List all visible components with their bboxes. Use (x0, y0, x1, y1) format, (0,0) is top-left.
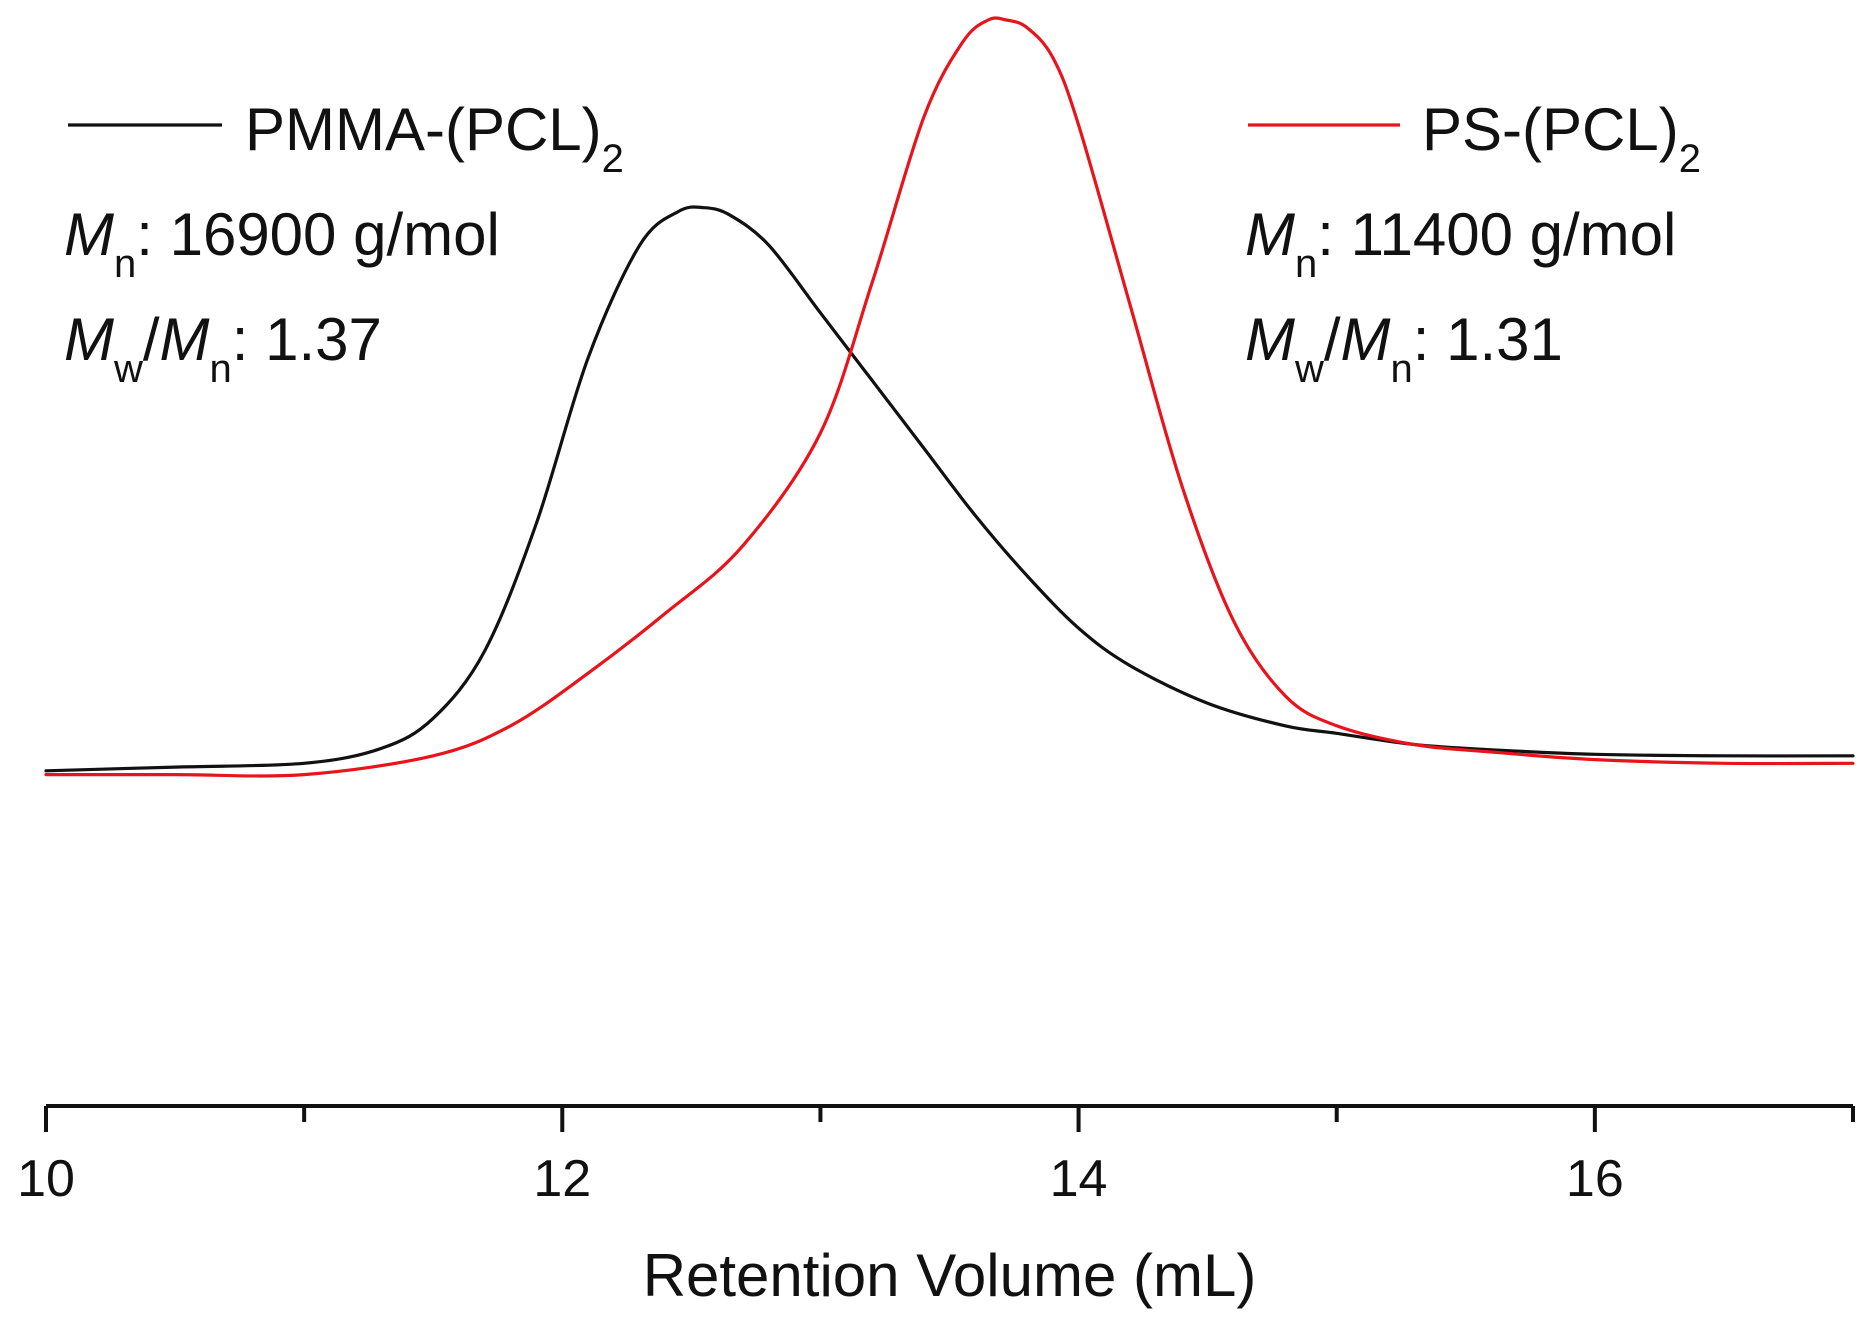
legend-entry-ps: PS-(PCL)2 (1248, 96, 1701, 181)
series-line-ps-pcl2 (44, 16, 1855, 778)
x-tick-label: 10 (17, 1150, 75, 1208)
pdi-annotation-ps: Mw/Mn: 1.31 (1245, 306, 1563, 391)
annotation-pmma: Mn: 16900 g/mol Mw/Mn: 1.37 (64, 201, 500, 391)
x-axis-title: Retention Volume (mL) (643, 1242, 1257, 1309)
legend-label-ps: PS-(PCL)2 (1422, 96, 1701, 181)
x-tick-labels: 10 12 14 16 (17, 1150, 1624, 1208)
x-tick-label: 12 (533, 1150, 591, 1208)
annotation-ps: Mn: 11400 g/mol Mw/Mn: 1.31 (1245, 201, 1676, 391)
x-axis: 10 12 14 16 Retention Volume (mL) (17, 1104, 1855, 1309)
x-tick-label: 16 (1566, 1150, 1624, 1208)
series-line-pmma-pcl2 (44, 205, 1855, 773)
x-ticks (44, 1106, 1855, 1132)
mn-annotation-ps: Mn: 11400 g/mol (1245, 201, 1676, 286)
legend-entry-pmma: PMMA-(PCL)2 (68, 96, 624, 181)
mn-annotation-pmma: Mn: 16900 g/mol (64, 201, 500, 286)
pdi-annotation-pmma: Mw/Mn: 1.37 (64, 306, 382, 391)
plot-area (44, 16, 1855, 778)
legend-label-pmma: PMMA-(PCL)2 (245, 96, 624, 181)
x-tick-label: 14 (1050, 1150, 1108, 1208)
